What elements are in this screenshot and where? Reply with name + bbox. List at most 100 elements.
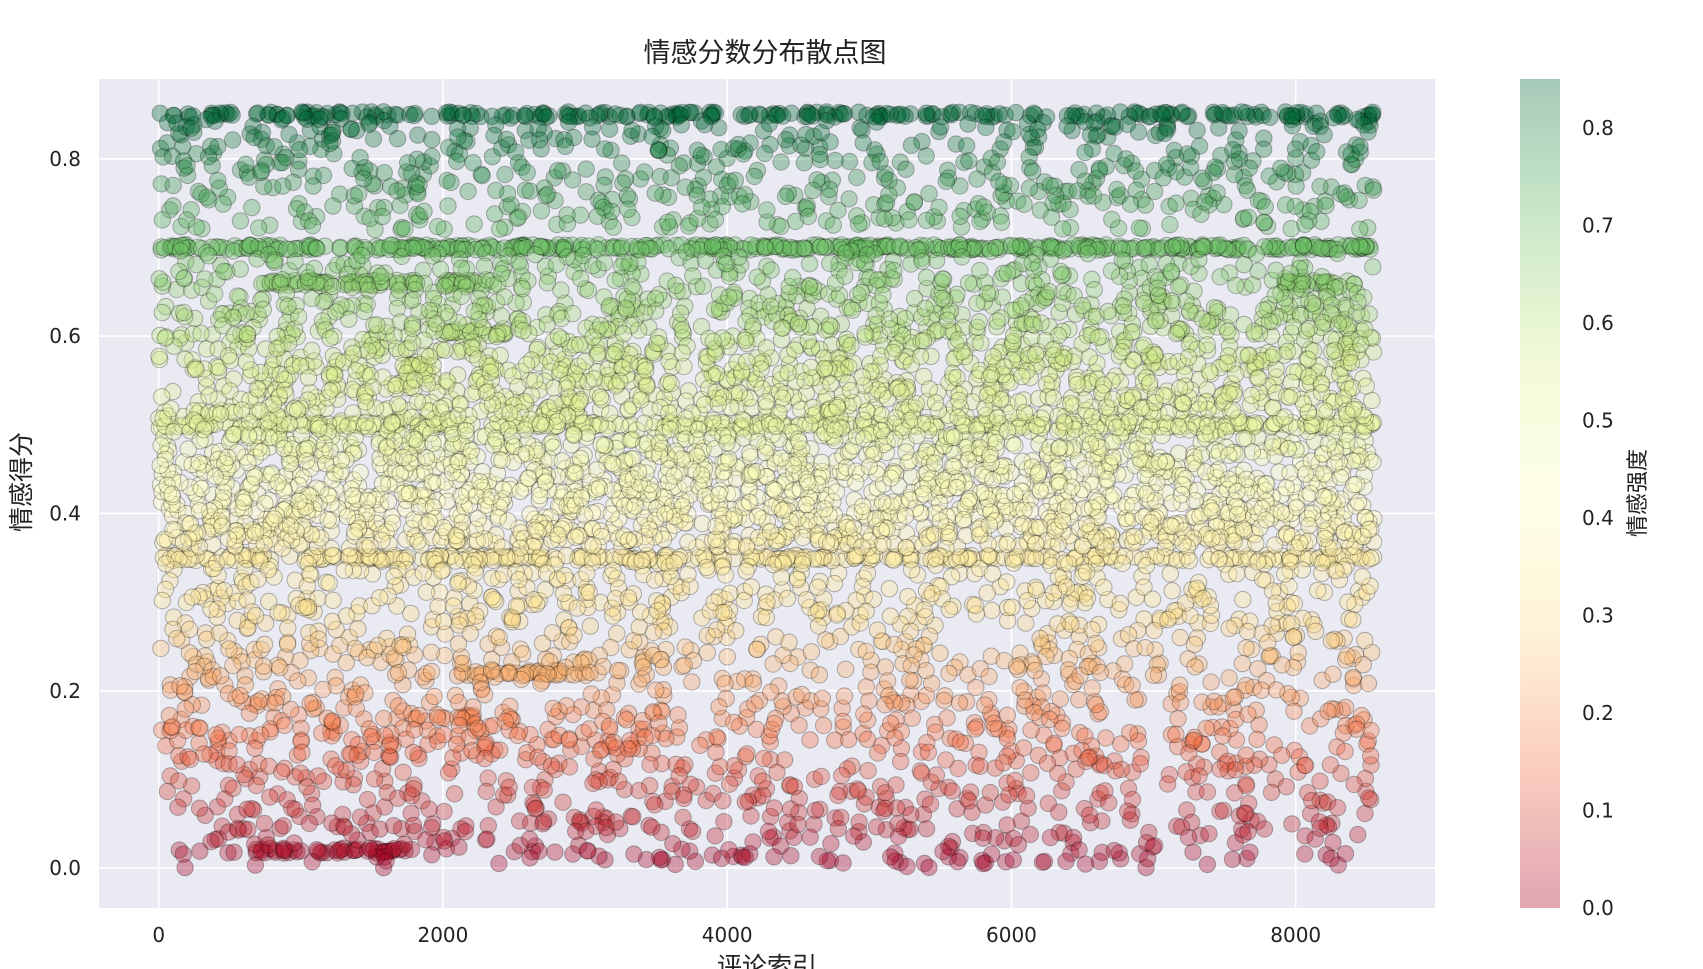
data-point: [547, 255, 566, 274]
data-point: [1221, 107, 1240, 125]
data-point: [893, 105, 911, 124]
data-point: [1295, 107, 1314, 126]
data-point: [949, 331, 967, 349]
data-point: [534, 104, 552, 122]
data-point: [1058, 107, 1077, 125]
data-point: [161, 239, 180, 257]
data-point: [1068, 182, 1087, 200]
data-point: [1125, 103, 1144, 121]
data-point: [843, 301, 861, 319]
data-point: [680, 103, 699, 122]
data-point: [972, 334, 990, 352]
data-point: [804, 181, 822, 200]
data-point: [415, 202, 433, 221]
data-point: [988, 153, 1007, 171]
data-point: [1360, 237, 1378, 255]
data-point: [917, 211, 936, 230]
data-point: [774, 240, 792, 258]
data-point: [153, 211, 172, 229]
data-point: [305, 107, 323, 125]
data-point: [489, 241, 508, 259]
data-point: [827, 483, 846, 501]
data-point: [673, 103, 691, 122]
data-point: [1015, 195, 1033, 213]
data-point: [1210, 239, 1229, 257]
data-point: [917, 104, 935, 122]
data-point: [304, 177, 322, 195]
data-point: [196, 270, 214, 288]
data-point: [757, 339, 776, 357]
data-point: [1329, 240, 1347, 259]
data-point: [959, 115, 977, 133]
data-point: [1278, 106, 1297, 125]
data-point: [692, 198, 711, 216]
data-point: [796, 107, 814, 126]
data-point: [916, 299, 934, 317]
data-point: [318, 104, 337, 123]
data-point: [1172, 240, 1191, 259]
data-point: [278, 106, 296, 125]
data-point: [799, 207, 817, 226]
data-point: [1281, 464, 1299, 482]
data-point: [824, 216, 842, 234]
data-point: [701, 103, 719, 122]
chart-title: 情感分数分布散点图: [644, 38, 887, 69]
data-point: [518, 104, 536, 123]
data-point: [315, 108, 333, 126]
data-point: [645, 107, 663, 125]
data-point: [827, 238, 845, 256]
plot-background: [99, 79, 1435, 908]
data-point: [732, 106, 750, 124]
data-point: [1328, 105, 1347, 123]
data-point: [1106, 118, 1124, 136]
data-point: [353, 103, 372, 121]
data-point: [1085, 114, 1104, 132]
data-point: [574, 240, 592, 259]
data-point: [206, 112, 224, 130]
data-point: [849, 215, 868, 233]
data-point: [1103, 210, 1121, 229]
data-point: [1146, 105, 1165, 123]
data-point: [901, 105, 920, 123]
data-point: [395, 240, 413, 258]
data-point: [630, 104, 649, 123]
data-point: [280, 125, 298, 144]
data-point: [1307, 104, 1326, 122]
data-point: [604, 218, 622, 236]
data-point: [706, 104, 725, 122]
data-point: [1047, 186, 1065, 205]
data-point: [1075, 105, 1093, 124]
data-point: [817, 103, 836, 121]
data-point: [504, 238, 522, 257]
data-point: [540, 107, 558, 125]
data-point: [1283, 107, 1301, 125]
data-point: [804, 107, 822, 125]
data-point: [358, 108, 376, 126]
data-point: [429, 217, 447, 236]
data-point: [558, 107, 577, 125]
data-point: [760, 114, 779, 133]
data-point: [215, 262, 233, 281]
data-point: [449, 128, 467, 146]
data-point: [388, 130, 407, 148]
data-point: [202, 107, 220, 125]
data-point: [635, 304, 654, 322]
data-point: [924, 105, 942, 124]
data-point: [1012, 238, 1031, 256]
data-point: [474, 238, 493, 256]
data-point: [970, 239, 989, 258]
data-point: [526, 245, 544, 264]
data-point: [1208, 239, 1227, 257]
data-point: [1332, 104, 1350, 122]
data-point: [726, 236, 744, 254]
data-point: [1224, 239, 1242, 257]
data-point: [694, 236, 713, 255]
data-point: [703, 105, 722, 124]
data-point: [423, 107, 441, 126]
data-point: [591, 388, 610, 406]
data-point: [1288, 108, 1306, 126]
data-point: [388, 182, 406, 200]
data-point: [1116, 239, 1135, 257]
data-point: [324, 277, 342, 296]
data-point: [1267, 239, 1285, 258]
